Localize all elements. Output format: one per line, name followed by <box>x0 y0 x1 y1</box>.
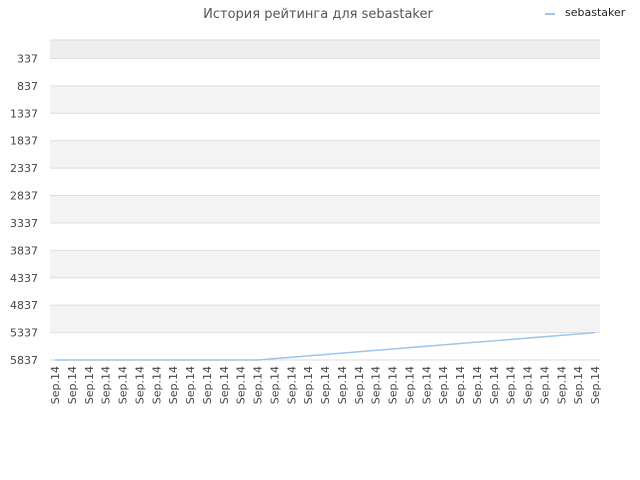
x-tick-label: Sep.14 <box>387 366 400 404</box>
x-tick-label: Sep.14 <box>403 366 416 404</box>
x-tick-label: Sep.14 <box>522 366 535 404</box>
x-tick-label: Sep.14 <box>285 366 298 404</box>
x-tick-label: Sep.14 <box>218 366 231 404</box>
x-tick-label: Sep.14 <box>49 366 62 404</box>
legend: sebastaker <box>545 6 626 19</box>
y-tick-label: 4837 <box>10 299 38 312</box>
y-tick-label: 2837 <box>10 190 38 203</box>
plot-band <box>50 40 600 59</box>
x-tick-label: Sep.14 <box>252 366 265 404</box>
y-tick-label: 5837 <box>10 354 38 367</box>
x-tick-label: Sep.14 <box>83 366 96 404</box>
plot-band <box>50 85 600 114</box>
y-tick-label: 1337 <box>10 107 38 120</box>
plot-band <box>50 332 600 360</box>
plot-band <box>50 195 600 223</box>
plot-band <box>50 113 600 141</box>
x-tick-label: Sep.14 <box>454 366 467 404</box>
x-tick-label: Sep.14 <box>302 366 315 404</box>
plot-band <box>50 140 600 169</box>
plot-band <box>50 168 600 196</box>
x-tick-label: Sep.14 <box>66 366 79 404</box>
x-tick-label: Sep.14 <box>319 366 332 404</box>
plot-band <box>50 58 600 86</box>
y-tick-label: 337 <box>17 52 38 65</box>
x-tick-label: Sep.14 <box>488 366 501 404</box>
x-tick-label: Sep.14 <box>201 366 214 404</box>
y-tick-label: 5337 <box>10 327 38 340</box>
x-tick-label: Sep.14 <box>589 366 602 404</box>
plot-band <box>50 277 600 306</box>
y-axis-ticks: 337 837 1337 1837 2337 2837 3337 3837 4337 4837 53… <box>10 52 38 367</box>
plot-band <box>50 250 600 278</box>
y-tick-label: 3337 <box>10 217 38 230</box>
series-line-sebastaker <box>55 331 596 361</box>
x-tick-label: Sep.14 <box>133 366 146 404</box>
x-tick-label: Sep.14 <box>100 366 113 404</box>
x-tick-label: Sep.14 <box>184 366 197 404</box>
plot-band <box>50 222 600 251</box>
plot-band <box>50 305 600 333</box>
x-axis-ticks: Sep.14 Sep.14 Sep.14 Sep.14 Sep.14 Sep.14 Sep.… <box>49 366 602 404</box>
x-tick-label: Sep.14 <box>268 366 281 404</box>
x-tick-label: Sep.14 <box>572 366 585 404</box>
chart-title: История рейтинга для sebastaker <box>203 7 433 22</box>
grid-lines <box>50 39 600 361</box>
x-tick-label: Sep.14 <box>555 366 568 404</box>
x-tick-label: Sep.14 <box>167 366 180 404</box>
series-layer <box>55 331 596 361</box>
legend-label-sebastaker: sebastaker <box>565 6 626 19</box>
y-tick-label: 1837 <box>10 135 38 148</box>
y-tick-label: 2337 <box>10 162 38 175</box>
x-tick-label: Sep.14 <box>471 366 484 404</box>
x-tick-label: Sep.14 <box>538 366 551 404</box>
x-tick-label: Sep.14 <box>150 366 163 404</box>
x-tick-label: Sep.14 <box>117 366 130 404</box>
x-tick-label: Sep.14 <box>437 366 450 404</box>
y-tick-label: 4337 <box>10 272 38 285</box>
x-tick-label: Sep.14 <box>336 366 349 404</box>
plot-bands <box>50 40 600 360</box>
x-tick-label: Sep.14 <box>235 366 248 404</box>
x-tick-label: Sep.14 <box>370 366 383 404</box>
y-tick-label: 3837 <box>10 244 38 257</box>
x-tick-label: Sep.14 <box>353 366 366 404</box>
x-tick-label: Sep.14 <box>420 366 433 404</box>
x-tick-label: Sep.14 <box>505 366 518 404</box>
y-tick-label: 837 <box>17 80 38 93</box>
